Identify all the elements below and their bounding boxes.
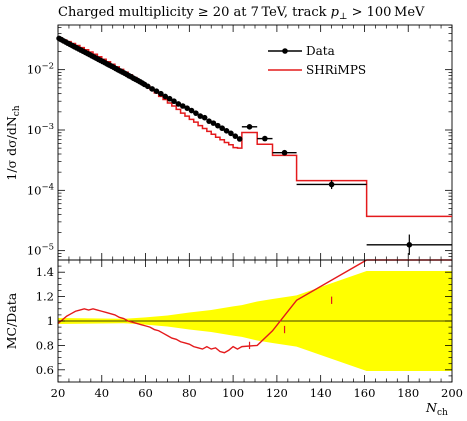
data-point xyxy=(219,125,225,132)
ratio-y-tick-label: 1.4 xyxy=(36,265,54,279)
legend-shrimps-label: SHRiMPS xyxy=(306,63,366,77)
data-point xyxy=(223,127,230,134)
ratio-y-tick-label: 1.2 xyxy=(36,290,54,304)
data-point xyxy=(149,86,155,92)
legend-data-label: Data xyxy=(306,44,335,58)
data-point xyxy=(193,110,199,116)
x-axis-label: Nch xyxy=(425,400,448,418)
x-tick-label: 80 xyxy=(182,386,197,400)
x-tick-label: 60 xyxy=(138,386,153,400)
main-frame xyxy=(57,24,453,261)
data-point xyxy=(206,118,212,124)
data-point xyxy=(184,105,190,111)
x-tick-label: 20 xyxy=(51,386,66,400)
x-tick-label: 120 xyxy=(266,386,288,400)
x-tick-label: 100 xyxy=(222,386,244,400)
data-point xyxy=(232,133,239,139)
main-panel: 10−5 10−4 10−3 10−2 xyxy=(27,24,453,261)
data-point xyxy=(162,93,169,100)
data-point xyxy=(228,130,234,137)
data-point xyxy=(188,107,195,114)
data-series xyxy=(56,35,452,255)
ratio-shrimps-curve xyxy=(57,259,452,354)
x-tick-label: 160 xyxy=(353,386,375,400)
ratio-y-tick-label: 0.6 xyxy=(36,363,54,377)
data-point xyxy=(175,101,182,107)
x-tick-label: 200 xyxy=(441,386,463,400)
data-point xyxy=(406,242,413,248)
legend: Data SHRiMPS xyxy=(268,44,366,77)
main-ticks: 10−5 10−4 10−3 10−2 xyxy=(27,25,453,261)
x-tick-label: 40 xyxy=(94,386,109,400)
data-point xyxy=(246,123,253,130)
y-tick-label-main: 10−5 xyxy=(27,243,54,258)
chart-title: Charged multiplicity ≥ 20 at 7 TeV, trac… xyxy=(58,5,425,22)
y-axis-label-main: 1/σ dσ/dNch xyxy=(4,105,22,180)
x-tick-label: 140 xyxy=(310,386,332,400)
data-point xyxy=(210,120,217,126)
y-tick-label-main: 10−3 xyxy=(27,122,54,137)
data-point xyxy=(179,103,186,109)
ratio-shrimps-series xyxy=(57,259,452,354)
data-point xyxy=(328,181,335,188)
data-point xyxy=(214,122,221,129)
data-point xyxy=(158,90,164,97)
ratio-y-tick-label: 0.8 xyxy=(36,338,54,352)
data-point xyxy=(166,95,173,102)
data-point xyxy=(197,113,204,119)
data-point xyxy=(144,83,151,90)
data-point xyxy=(201,114,208,121)
data-point xyxy=(262,135,268,142)
x-tick-label: 180 xyxy=(397,386,419,400)
ratio-data-markers xyxy=(248,296,333,350)
legend-data-marker xyxy=(282,48,288,54)
data-point xyxy=(236,136,243,142)
data-point xyxy=(153,88,160,94)
ratio-y-tick-label: 1 xyxy=(47,314,54,328)
y-tick-label-main: 10−2 xyxy=(27,62,54,77)
data-point xyxy=(171,98,177,105)
ratio-panel: 0.6 0.8 1 1.2 1.4 20 40 60 80 100 120 140 160 180 200 xyxy=(36,259,463,400)
ratio-ticks: 0.6 0.8 1 1.2 1.4 20 40 60 80 100 120 140 160 180 200 xyxy=(36,259,463,400)
y-axis-label-ratio: MC/Data xyxy=(4,292,19,349)
data-point xyxy=(281,149,288,156)
y-tick-label-main: 10−4 xyxy=(27,182,54,197)
